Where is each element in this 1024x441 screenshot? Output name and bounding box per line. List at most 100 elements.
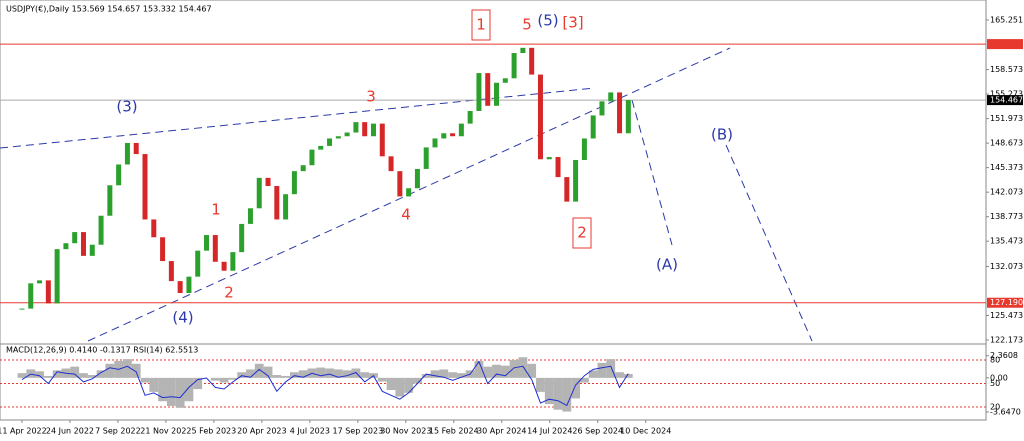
candle	[124, 142, 130, 165]
candle	[502, 78, 508, 83]
candle	[573, 160, 579, 202]
wave-label: 4	[401, 206, 411, 224]
projection-line	[631, 99, 673, 246]
candle	[370, 123, 376, 137]
y2-tick-label: 0.00	[990, 373, 1008, 382]
y-tick-label: 155.273	[990, 90, 1023, 99]
macd-bar	[237, 372, 247, 378]
x-tick-label: 5 Feb 2023	[192, 427, 237, 436]
macd-bar	[571, 377, 581, 399]
candle	[239, 223, 245, 253]
candle	[467, 110, 473, 124]
candle	[300, 165, 306, 172]
macd-bar	[210, 377, 220, 381]
macd-bar	[17, 373, 27, 378]
candle	[160, 237, 166, 262]
candle	[230, 252, 236, 271]
macd-bar	[298, 370, 308, 378]
wave-label: (B)	[711, 126, 733, 144]
macd-bar	[518, 357, 528, 378]
x-tick-label: 30 Apr 2024	[477, 427, 526, 436]
x-tick-label: 15 Feb 2024	[429, 427, 479, 436]
macd-bar	[35, 371, 44, 378]
macd-bar	[289, 372, 299, 378]
candle	[494, 82, 500, 106]
y-tick-label: 145.373	[990, 163, 1023, 172]
candle	[388, 156, 394, 172]
macd-bar	[175, 377, 185, 408]
macd-bar	[500, 365, 510, 378]
wave-label: (3)	[116, 98, 137, 116]
x-tick-label: 4 Jul 2023	[290, 427, 330, 436]
y-tick-label: 132.073	[990, 262, 1023, 271]
candle	[19, 308, 25, 310]
y-tick-label: 142.073	[990, 188, 1023, 197]
macd-bar	[395, 377, 405, 397]
macd-bar	[579, 377, 589, 383]
macd-bar	[158, 377, 167, 402]
x-tick-label: 21 Nov 2022	[140, 427, 191, 436]
macd-bar	[360, 372, 370, 378]
wave-label: 1	[211, 201, 221, 219]
candle	[186, 276, 192, 294]
y-tick-label: 50	[990, 379, 1000, 388]
candle	[432, 138, 438, 148]
candle	[98, 215, 104, 245]
macd-bar	[79, 373, 88, 378]
candle	[441, 133, 447, 139]
macd-bar	[562, 377, 572, 412]
wave-label: 5	[522, 16, 532, 34]
y-tick-label: 158.573	[990, 65, 1023, 74]
x-tick-label: 17 Sep 2023	[332, 427, 383, 436]
candle	[379, 123, 385, 157]
candle	[283, 194, 289, 220]
candle	[204, 235, 210, 251]
candle	[247, 208, 253, 224]
candle	[450, 133, 456, 137]
candle	[107, 185, 113, 216]
trend-line	[0, 87, 596, 149]
wave-label: 1	[476, 16, 486, 34]
macd-bar	[386, 377, 396, 391]
macd-bar	[70, 366, 80, 378]
macd-bar	[105, 363, 115, 378]
last-price-label: 154.467	[990, 96, 1023, 105]
candle	[529, 47, 535, 75]
macd-bar	[448, 372, 457, 378]
wave-label: 2	[577, 224, 587, 242]
candle	[151, 219, 157, 238]
macd-bar	[439, 369, 449, 378]
candle	[546, 157, 552, 160]
x-tick-label: 24 Jun 2022	[46, 427, 94, 436]
candle	[133, 142, 139, 155]
wave-box	[471, 9, 491, 41]
candle	[116, 164, 122, 186]
level-label-box	[987, 39, 1023, 50]
candle	[414, 168, 420, 189]
last-price-box	[987, 95, 1023, 106]
level-label-box	[987, 297, 1023, 308]
candle	[221, 261, 227, 271]
macd-bar	[474, 360, 484, 378]
candle	[476, 73, 482, 111]
y2-tick-label: -3.6470	[990, 408, 1021, 417]
candle	[555, 157, 561, 178]
y-tick-label: 135.473	[990, 237, 1023, 246]
macd-bar	[588, 370, 598, 378]
macd-bar	[597, 362, 607, 378]
macd-bar	[404, 377, 414, 393]
macd-bar	[536, 377, 545, 392]
x-tick-label: 7 Sep 2022	[95, 427, 141, 436]
indicator-title: MACD(12,26,9) 0.4140 -0.1317 RSI(14) 62.…	[6, 346, 198, 355]
macd-bar	[492, 364, 501, 378]
y-tick-label: 122.173	[990, 336, 1023, 345]
chart-title: USDJPY(€),Daily 153.569 154.657 153.332 …	[6, 5, 212, 14]
macd-bar	[483, 366, 493, 378]
plot-frame	[0, 0, 987, 421]
macd-bar	[333, 369, 343, 378]
x-tick-label: 14 Jul 2024	[527, 427, 572, 436]
macd-bar	[527, 363, 537, 378]
macd-bar	[131, 363, 141, 378]
candle	[142, 154, 148, 220]
macd-bar	[281, 375, 291, 378]
